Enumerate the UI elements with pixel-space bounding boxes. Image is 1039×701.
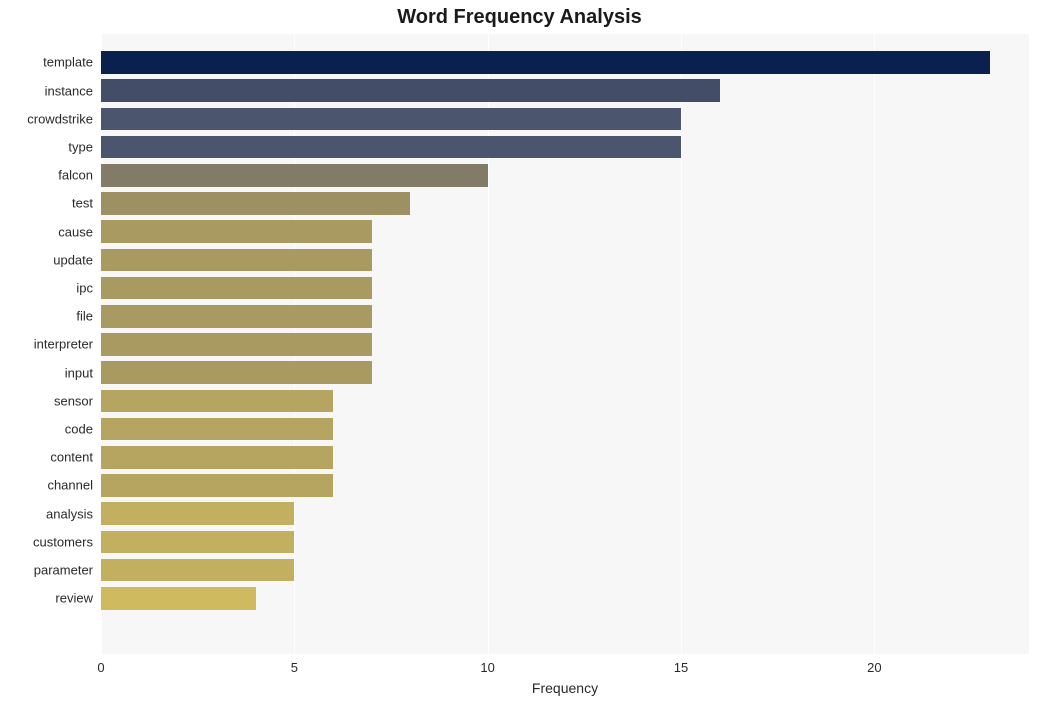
bar [101, 192, 410, 215]
bar-row: ipc [101, 274, 1029, 302]
x-tick-label: 15 [674, 660, 688, 675]
bar-row: interpreter [101, 330, 1029, 358]
bar [101, 531, 294, 554]
bar [101, 277, 372, 300]
bar [101, 79, 720, 102]
bar-row: file [101, 302, 1029, 330]
bar [101, 390, 333, 413]
bar-row: instance [101, 77, 1029, 105]
y-tick-label: parameter [34, 563, 101, 578]
bar [101, 51, 990, 74]
y-tick-label: content [50, 450, 101, 465]
bar [101, 587, 256, 610]
y-tick-label: test [72, 196, 101, 211]
bar [101, 164, 488, 187]
bar-row: crowdstrike [101, 105, 1029, 133]
bar [101, 136, 681, 159]
bar [101, 305, 372, 328]
bar-row: code [101, 415, 1029, 443]
x-tick-label: 5 [291, 660, 298, 675]
bar-row: sensor [101, 387, 1029, 415]
bar-row: type [101, 133, 1029, 161]
bar [101, 220, 372, 243]
y-tick-label: crowdstrike [27, 111, 101, 126]
bar [101, 418, 333, 441]
bar-row: content [101, 443, 1029, 471]
y-tick-label: instance [45, 83, 101, 98]
y-tick-label: analysis [46, 506, 101, 521]
bar [101, 474, 333, 497]
y-tick-label: ipc [76, 281, 101, 296]
bar-row: template [101, 48, 1029, 76]
y-tick-label: channel [47, 478, 101, 493]
bar [101, 361, 372, 384]
chart-title: Word Frequency Analysis [0, 6, 1039, 29]
y-tick-label: update [53, 252, 101, 267]
y-tick-label: cause [58, 224, 101, 239]
x-tick-label: 10 [480, 660, 494, 675]
y-tick-label: customers [33, 534, 101, 549]
bar [101, 446, 333, 469]
plot-area: templateinstancecrowdstriketypefalcontes… [101, 34, 1029, 654]
y-tick-label: type [68, 140, 101, 155]
y-tick-label: file [76, 309, 101, 324]
y-tick-label: falcon [58, 168, 101, 183]
word-frequency-chart: Word Frequency Analysis templateinstance… [0, 0, 1039, 701]
x-tick-label: 0 [97, 660, 104, 675]
bar [101, 502, 294, 525]
bar-row: channel [101, 471, 1029, 499]
bar-row: input [101, 359, 1029, 387]
bar-row: test [101, 189, 1029, 217]
bar-row: update [101, 246, 1029, 274]
x-tick-label: 20 [867, 660, 881, 675]
y-tick-label: sensor [54, 393, 101, 408]
bar [101, 108, 681, 131]
bar-row: falcon [101, 161, 1029, 189]
bar-row: analysis [101, 500, 1029, 528]
bar-row: customers [101, 528, 1029, 556]
y-tick-label: template [43, 55, 101, 70]
bar [101, 559, 294, 582]
bar-row: review [101, 584, 1029, 612]
y-tick-label: review [55, 591, 101, 606]
y-tick-label: interpreter [34, 337, 101, 352]
y-tick-label: input [65, 365, 101, 380]
bar [101, 249, 372, 272]
bar-row: cause [101, 218, 1029, 246]
y-tick-label: code [65, 422, 101, 437]
bar-row: parameter [101, 556, 1029, 584]
x-axis-label: Frequency [532, 680, 598, 696]
bar [101, 333, 372, 356]
